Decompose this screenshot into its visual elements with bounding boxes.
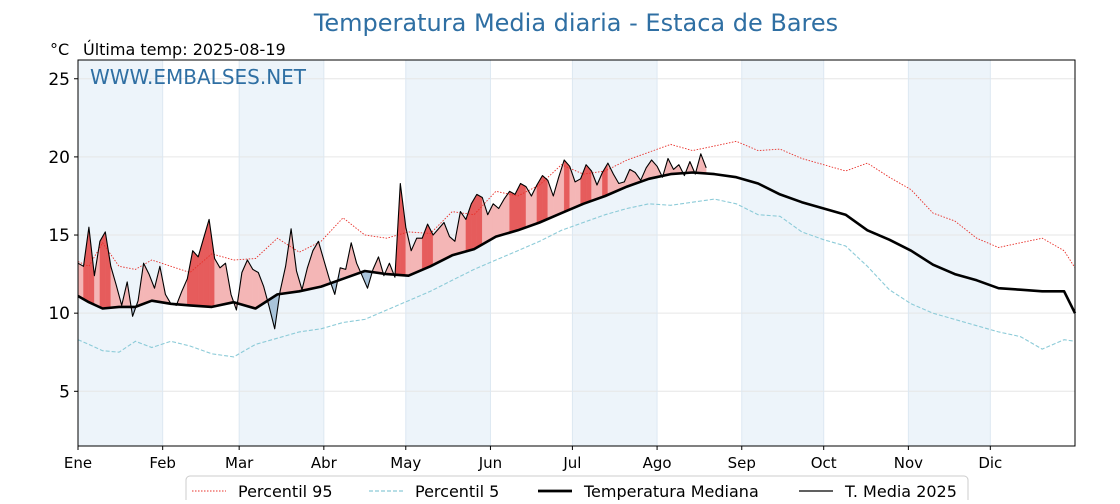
y-axis-ticks: 5 10 15 20 25 [48, 70, 78, 402]
above-median-fill [542, 175, 548, 222]
y-tick-label: 10 [48, 304, 70, 324]
above-median-fill [187, 250, 193, 306]
legend-box [185, 475, 969, 504]
x-tick-label: Sep [728, 454, 756, 472]
series-lines [77, 140, 1077, 358]
above-median-fill [493, 203, 499, 239]
y-tick-label: 25 [48, 70, 70, 90]
x-tick-label: Jun [478, 454, 502, 472]
x-tick-label: Oct [811, 454, 837, 472]
y-tick-label: 5 [59, 382, 70, 402]
percentil-5-line [77, 198, 1076, 358]
legend-label: Percentil 95 [238, 482, 333, 500]
x-tick-label: Mar [225, 454, 254, 472]
above-median-fill [564, 159, 570, 213]
above-median-fill [520, 183, 527, 230]
above-median-fill [77, 262, 84, 300]
above-median-fill [219, 262, 226, 306]
x-tick-label: Nov [894, 454, 923, 472]
month-band [741, 60, 824, 446]
above-median-fill [416, 237, 423, 273]
above-median-fill [547, 180, 554, 220]
above-median-fill [509, 190, 516, 233]
plot-frame [77, 59, 1076, 447]
x-axis-ticks: Ene Feb Mar Abr May Jun Jul Ago Sep Oct Nov Dic [64, 446, 1002, 472]
x-tick-label: Feb [149, 454, 176, 472]
median-line [77, 171, 1077, 314]
above-median-fill [400, 183, 406, 276]
unit-label: °C [50, 40, 69, 59]
above-median-fill [208, 219, 215, 307]
above-median-fill [574, 178, 581, 208]
month-band [908, 60, 991, 446]
month-band [239, 60, 324, 446]
month-bands [78, 60, 991, 446]
legend: Percentil 95 Percentil 5 Temperatura Media… [185, 475, 969, 504]
x-tick-label: May [390, 454, 421, 472]
x-tick-label: Ago [643, 454, 672, 472]
x-tick-label: Abr [311, 454, 338, 472]
above-median-fill [252, 269, 259, 308]
percentil-95-line [77, 140, 1076, 274]
last-temp-label: Última temp: 2025-08-19 [83, 40, 286, 59]
y-tick-label: 20 [48, 148, 70, 168]
legend-label: Percentil 5 [415, 482, 499, 500]
above-median-fill [476, 194, 483, 248]
above-median-fill [525, 185, 532, 228]
legend-label: Temperatura Mediana [583, 482, 759, 500]
watermark: WWW.EMBALSES.NET [90, 65, 307, 89]
above-median-fill [514, 183, 521, 232]
grid-lines [77, 60, 1075, 446]
y-tick-label: 15 [48, 226, 70, 246]
x-tick-label: Dic [978, 454, 1002, 472]
media-2025-line [77, 153, 707, 330]
above-median-fill [203, 219, 210, 307]
above-median-fill [192, 250, 199, 307]
above-median-fill [553, 177, 559, 218]
x-tick-label: Ene [64, 454, 92, 472]
chart-title: Temperatura Media diaria - Estaca de Bar… [313, 9, 838, 37]
above-median-fill [181, 278, 188, 306]
x-tick-label: Jul [562, 454, 581, 472]
month-band [572, 60, 658, 446]
legend-label: T. Media 2025 [844, 482, 957, 500]
